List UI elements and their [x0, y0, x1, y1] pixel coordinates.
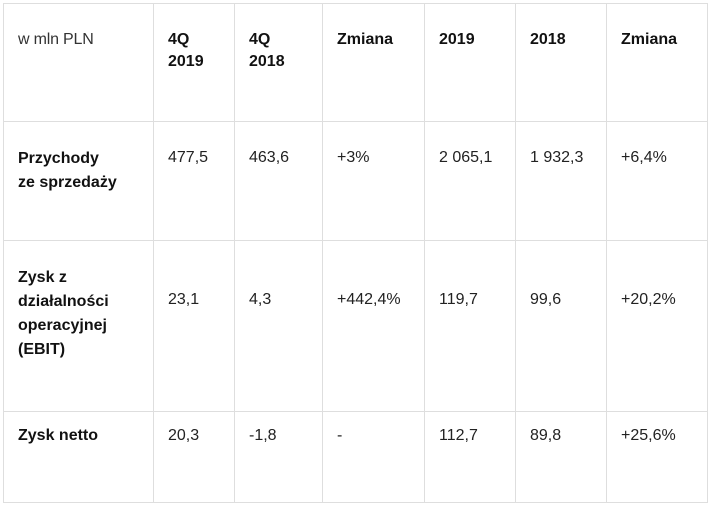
table-cell: 463,6: [234, 121, 323, 241]
financial-results-table: w mln PLN 4Q 2019 4Q 2018 Zmiana: [3, 3, 708, 503]
cell-value: 2 065,1: [439, 149, 493, 166]
row-label-line: operacyjnej: [18, 317, 107, 334]
unit-cell: w mln PLN: [3, 3, 154, 122]
cell-value: +442,4%: [337, 291, 401, 308]
column-header-line: Zmiana: [337, 31, 394, 48]
column-header-change-quarter: Zmiana: [322, 3, 425, 122]
cell-value: +3%: [337, 149, 370, 166]
row-label-line: Przychody: [18, 150, 99, 167]
row-label-cell: Zysk netto: [3, 411, 154, 503]
cell-value: +25,6%: [621, 427, 676, 444]
table-cell: 112,7: [424, 411, 516, 503]
table-row-ebit: Zysk z działalności operacyjnej (EBIT) 2…: [3, 240, 708, 412]
table-cell: 477,5: [153, 121, 235, 241]
cell-value: 23,1: [168, 291, 200, 308]
column-header-line: 2018: [249, 53, 285, 70]
table-cell: 23,1: [153, 240, 235, 412]
cell-value: 112,7: [439, 427, 478, 444]
table-row-revenue: Przychody ze sprzedaży 477,5 463,6 +3% 2…: [3, 121, 708, 241]
column-header-line: 2018: [530, 31, 566, 48]
column-header-line: 4Q: [168, 31, 190, 48]
table-cell: 119,7: [424, 240, 516, 412]
unit-label: w mln PLN: [18, 31, 94, 48]
column-header-2018: 2018: [515, 3, 607, 122]
table-cell: 1 932,3: [515, 121, 607, 241]
row-label-line: działalności: [18, 293, 109, 310]
cell-value: 477,5: [168, 149, 209, 166]
table-cell: +3%: [322, 121, 425, 241]
column-header-line: 4Q: [249, 31, 271, 48]
row-label-line: Zysk z: [18, 269, 67, 286]
table-cell: +442,4%: [322, 240, 425, 412]
cell-value: +6,4%: [621, 149, 667, 166]
cell-value: 20,3: [168, 427, 200, 444]
table-cell: 89,8: [515, 411, 607, 503]
table-row-net-profit: Zysk netto 20,3 -1,8 - 112,7 89,8 +25,6%: [3, 411, 708, 503]
row-label-line: (EBIT): [18, 341, 66, 358]
cell-value: 89,8: [530, 427, 562, 444]
column-header-line: 2019: [439, 31, 475, 48]
cell-value: 99,6: [530, 291, 562, 308]
table-header-row: w mln PLN 4Q 2019 4Q 2018 Zmiana: [3, 3, 708, 122]
row-label-cell: Przychody ze sprzedaży: [3, 121, 154, 241]
table-cell: -: [322, 411, 425, 503]
column-header-4q-2019: 4Q 2019: [153, 3, 235, 122]
cell-value: 463,6: [249, 149, 290, 166]
cell-value: 4,3: [249, 291, 272, 308]
row-label-line: Zysk netto: [18, 427, 99, 444]
table-cell: 20,3: [153, 411, 235, 503]
column-header-line: 2019: [168, 53, 204, 70]
table-cell: +6,4%: [606, 121, 708, 241]
column-header-4q-2018: 4Q 2018: [234, 3, 323, 122]
cell-value: 119,7: [439, 291, 478, 308]
column-header-line: Zmiana: [621, 31, 678, 48]
table-cell: 2 065,1: [424, 121, 516, 241]
row-label-line: ze sprzedaży: [18, 174, 117, 191]
row-label-cell: Zysk z działalności operacyjnej (EBIT): [3, 240, 154, 412]
cell-value: -: [337, 427, 343, 444]
table-cell: +20,2%: [606, 240, 708, 412]
cell-value: 1 932,3: [530, 149, 584, 166]
table-cell: 4,3: [234, 240, 323, 412]
column-header-change-year: Zmiana: [606, 3, 708, 122]
cell-value: +20,2%: [621, 291, 676, 308]
column-header-2019: 2019: [424, 3, 516, 122]
cell-value: -1,8: [249, 427, 277, 444]
table-cell: 99,6: [515, 240, 607, 412]
table-cell: -1,8: [234, 411, 323, 503]
table-cell: +25,6%: [606, 411, 708, 503]
